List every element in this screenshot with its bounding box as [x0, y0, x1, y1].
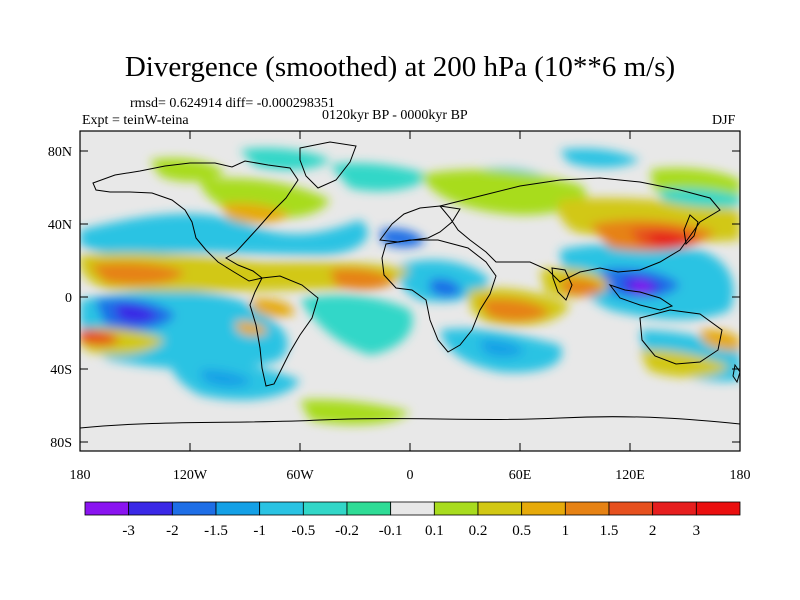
- lat-tick-80s: 80S: [50, 436, 72, 451]
- greenland-outline: [299, 141, 357, 189]
- colorbar-box-13: [652, 501, 697, 516]
- southeast-asia-islands: [608, 284, 674, 311]
- north-america-outline: [92, 160, 299, 282]
- period-label: 0120kyr BP - 0000kyr BP: [322, 108, 468, 123]
- lon-tick-60e: 60E: [509, 468, 532, 483]
- colorbar-label-11: 1.5: [600, 523, 619, 539]
- colorbar-label-13: 3: [693, 523, 701, 539]
- colorbar-label-7: 0.1: [425, 523, 444, 539]
- colorbar-box-14: [695, 501, 741, 516]
- stats-text: rmsd= 0.624914 diff= -0.000298351: [130, 96, 335, 111]
- lon-tick-180-east: 180: [730, 468, 751, 483]
- lat-tick-40s: 40S: [50, 363, 72, 378]
- experiment-label: Expt = teinW-teina: [82, 113, 189, 128]
- colorbar-box-11: [564, 501, 610, 516]
- australia-outline: [639, 309, 723, 365]
- colorbar-box-1: [128, 501, 173, 516]
- colorbar-box-7: [390, 501, 435, 516]
- colorbar-box-9: [477, 501, 523, 516]
- colorbar-label-2: -1.5: [204, 523, 228, 539]
- lon-tick-60w: 60W: [286, 468, 314, 483]
- colorbar-box-10: [521, 501, 566, 516]
- south-america-outline: [249, 275, 319, 387]
- lon-tick-120e: 120E: [615, 468, 645, 483]
- colorbar-box-3: [215, 501, 261, 516]
- lat-tick-40n: 40N: [48, 218, 72, 233]
- colorbar-label-4: -0.5: [291, 523, 315, 539]
- colorbar-box-0: [84, 501, 130, 516]
- map-title: Divergence (smoothed) at 200 hPa (10**6 …: [124, 51, 676, 83]
- lon-tick-120w: 120W: [173, 468, 208, 483]
- latitude-axis: 80N 40N 0 40S 80S: [48, 145, 740, 451]
- coastlines: [80, 141, 740, 429]
- colorbar-label-12: 2: [649, 523, 657, 539]
- colorbar-box-5: [302, 501, 348, 516]
- africa-outline: [381, 239, 497, 353]
- lon-tick-180-west: 180: [70, 468, 91, 483]
- japan-outline: [683, 214, 699, 246]
- eurasia-outline: [439, 177, 721, 283]
- colorbar-label-8: 0.2: [469, 523, 488, 539]
- colorbar-label-0: -3: [122, 523, 135, 539]
- lat-tick-0: 0: [65, 291, 72, 306]
- antarctica-outline: [80, 416, 740, 429]
- longitude-axis: 180 120W 60W 0 60E 120E 180: [70, 131, 751, 483]
- colorbar-box-12: [608, 501, 654, 516]
- colorbar-box-2: [171, 501, 217, 516]
- lon-tick-0: 0: [407, 468, 414, 483]
- new-zealand-outline: [732, 363, 740, 384]
- colorbar-box-8: [433, 501, 479, 516]
- colorbar-label-9: 0.5: [512, 523, 531, 539]
- india-outline: [551, 267, 573, 301]
- colorbar-labels: -3 -2 -1.5 -1 -0.5 -0.2 -0.1 0.1 0.2 0.5 1 1.5 2 3: [122, 523, 700, 539]
- colorbar: [84, 501, 741, 516]
- colorbar-label-6: -0.1: [379, 523, 403, 539]
- colorbar-label-3: -1: [253, 523, 266, 539]
- colorbar-label-1: -2: [166, 523, 179, 539]
- colorbar-box-6: [346, 501, 392, 516]
- colorbar-label-10: 1: [562, 523, 570, 539]
- lat-tick-80n: 80N: [48, 145, 72, 160]
- season-label: DJF: [712, 113, 736, 128]
- colorbar-label-5: -0.2: [335, 523, 359, 539]
- colorbar-box-4: [259, 501, 304, 516]
